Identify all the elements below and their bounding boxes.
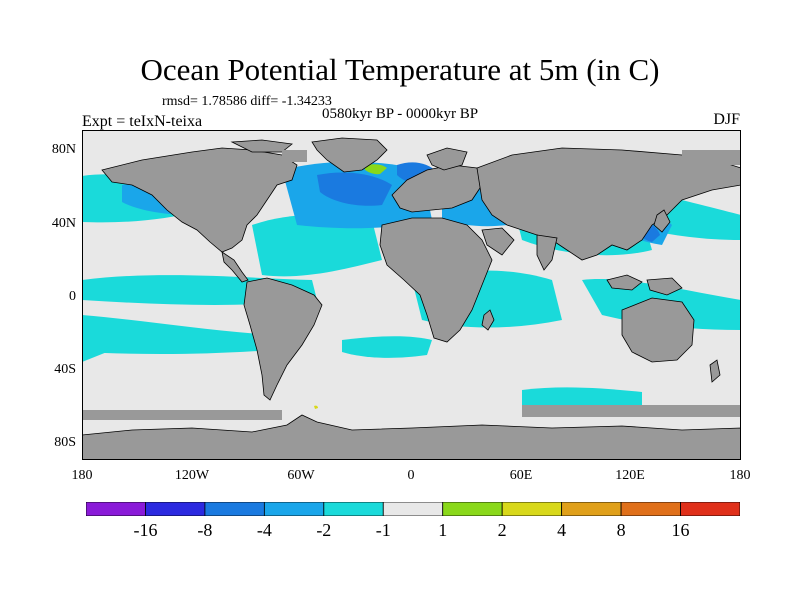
stats-label: rmsd= 1.78586 diff= -1.34233	[162, 94, 332, 109]
colorbar-label: 4	[557, 520, 567, 540]
warming-patch	[314, 405, 318, 409]
warming-patch	[365, 164, 387, 175]
experiment-label: Expt = teIxN-teixa	[82, 113, 203, 130]
colorbar-swatch	[382, 502, 444, 516]
ytick-80s: 80S	[54, 435, 76, 450]
world-map	[82, 130, 741, 460]
xtick-120w: 120W	[174, 468, 210, 483]
ytick-40n: 40N	[51, 216, 76, 231]
colorbar-swatch	[204, 502, 265, 516]
xtick-180w: 180	[71, 468, 93, 483]
colorbar-swatch	[442, 502, 503, 516]
colorbar	[86, 502, 740, 516]
colorbar-swatch	[620, 502, 681, 516]
colorbar-label: 2	[497, 520, 507, 540]
period-label: 0580kyr BP - 0000kyr BP	[322, 106, 479, 122]
ytick-40s: 40S	[54, 362, 76, 377]
xtick-60e: 60E	[509, 468, 533, 483]
colorbar-label: 8	[616, 520, 626, 540]
ytick-80n: 80N	[51, 142, 76, 157]
no-data-patches	[82, 150, 741, 420]
colorbar-swatch	[561, 502, 622, 516]
colorbar-label: -8	[197, 520, 213, 540]
colorbar-label: 16	[671, 520, 690, 540]
colorbar-swatch	[680, 502, 740, 516]
xtick-180e: 180	[729, 468, 751, 483]
land-masses	[82, 137, 741, 460]
map-frame	[82, 130, 741, 460]
xtick-120e: 120E	[615, 468, 645, 483]
colorbar-swatch	[145, 502, 206, 516]
map-title: Ocean Potential Temperature at 5m (in C)	[140, 52, 660, 87]
xtick-0: 0	[407, 468, 415, 483]
colorbar-label: -1	[375, 520, 391, 540]
colorbar-swatch	[86, 502, 146, 516]
ytick-0: 0	[69, 289, 76, 304]
colorbar-swatch	[501, 502, 563, 516]
colorbar-label: -2	[316, 520, 332, 540]
colorbar-label: -4	[256, 520, 272, 540]
colorbar-swatch	[263, 502, 325, 516]
colorbar-label: 1	[438, 520, 448, 540]
colorbar-label: -16	[133, 520, 158, 540]
xtick-60w: 60W	[287, 468, 315, 483]
season-label: DJF	[713, 111, 740, 128]
colorbar-swatch	[323, 502, 384, 516]
